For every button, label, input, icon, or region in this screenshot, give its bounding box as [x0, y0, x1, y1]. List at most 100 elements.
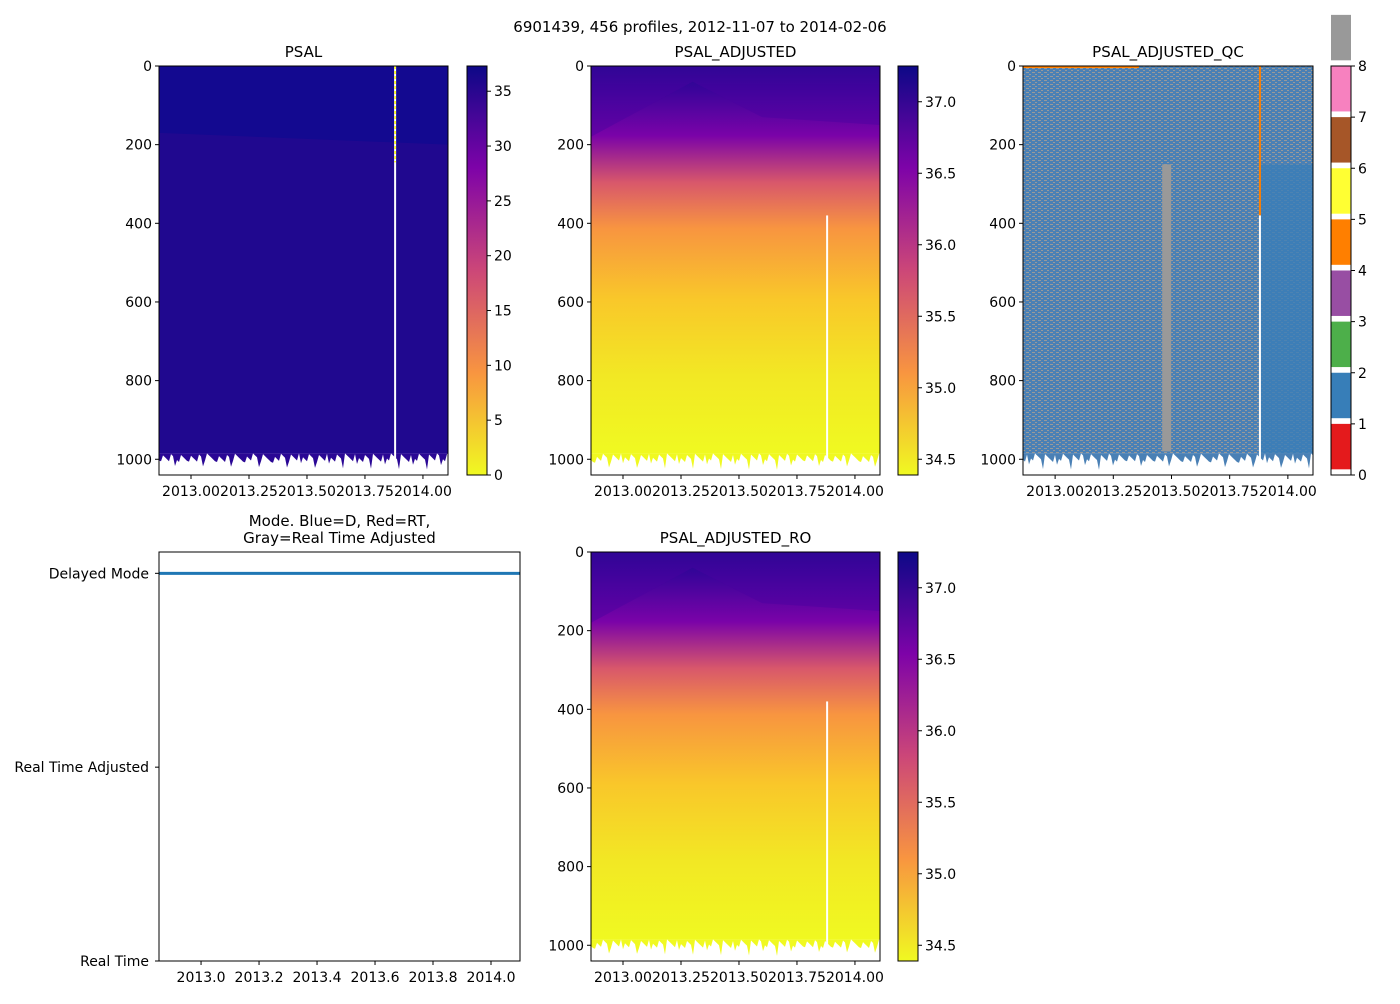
missing-profile-gap: [1258, 215, 1261, 475]
colorbar-tick-label: 5: [1358, 212, 1367, 228]
x-tick-label: 2013.4: [293, 970, 342, 986]
colorbar-tick-label: 35.0: [925, 381, 956, 397]
heatmap-field: [591, 552, 880, 940]
x-tick-label: 2014.00: [1259, 484, 1317, 500]
missing-profile-gap: [826, 215, 829, 475]
y-tick-label: Delayed Mode: [49, 566, 149, 582]
colorbar-tick-label: 5: [494, 413, 503, 429]
high-salinity-band: [591, 66, 880, 137]
y-tick-label: 200: [557, 138, 584, 154]
y-tick-label: 1000: [116, 452, 152, 468]
colorbar-segment-4: [1331, 219, 1351, 265]
figure-suptitle: 6901439, 456 profiles, 2012-11-07 to 201…: [513, 18, 886, 36]
colorbar-tick-label: 35.5: [925, 795, 956, 811]
colorbar-gradient: [467, 66, 487, 475]
colorbar-tick-label: 30: [494, 139, 512, 155]
colorbar-segment-0: [1331, 423, 1351, 470]
colorbar-tick-label: 6: [1358, 161, 1367, 177]
y-tick-label: 200: [557, 624, 584, 640]
x-tick-label: 2013.50: [710, 970, 768, 986]
axes-frame: [158, 551, 521, 962]
axes-frame: [590, 551, 881, 962]
colorbar-segment-3: [1331, 270, 1351, 316]
x-tick-label: 2013.75: [1201, 484, 1259, 500]
x-tick-label: 2013.25: [220, 484, 278, 500]
qc-flag-1-region: [1259, 164, 1313, 454]
colorbar-tick-label: 10: [494, 358, 512, 374]
axes-frame: [1022, 65, 1314, 476]
x-tick-label: 2013.8: [409, 970, 458, 986]
y-tick-label: 800: [125, 374, 152, 390]
colorbar-tick-label: 37.0: [925, 95, 956, 111]
x-tick-label: 2013.25: [652, 970, 710, 986]
y-tick-label: Real Time: [80, 954, 149, 970]
missing-profile-gap: [826, 701, 829, 961]
high-salinity-band: [591, 552, 880, 623]
panel-title: Mode. Blue=D, Red=RT,: [249, 512, 431, 530]
x-tick-label: 2013.50: [710, 484, 768, 500]
ragged-bottom-edge: [1023, 453, 1313, 470]
y-tick-label: 400: [557, 216, 584, 232]
colorbar-tick-label: 8: [1358, 59, 1367, 75]
colorbar-tick-label: 1: [1358, 417, 1367, 433]
y-tick-label: 1000: [548, 938, 584, 954]
panel-title: PSAL_ADJUSTED: [675, 43, 797, 62]
y-tick-label: 600: [125, 295, 152, 311]
colorbar-segment-6: [1331, 117, 1351, 163]
y-tick-label: 800: [989, 374, 1016, 390]
colorbar-gradient: [898, 66, 918, 475]
x-tick-label: 2013.25: [1084, 484, 1142, 500]
panel-psal-adjusted-qc: PSAL_ADJUSTED_QC 0 200 400 600 800 1000 2013.00…: [980, 14, 1367, 500]
colorbar-tick-label: 36.0: [925, 238, 956, 254]
x-tick-label: 2013.00: [162, 484, 220, 500]
qc-flag-4-column: [1258, 66, 1261, 216]
colorbar-tick-label: 34.5: [925, 452, 956, 468]
colorbar-segment-2: [1331, 321, 1351, 368]
y-tick-label: 1000: [548, 452, 584, 468]
x-tick-label: 2013.50: [1143, 484, 1201, 500]
colorbar-tick-label: 15: [494, 304, 512, 320]
panel-title-line2: Gray=Real Time Adjusted: [243, 529, 436, 547]
y-tick-label: 1000: [980, 452, 1016, 468]
x-tick-label: 2013.00: [594, 484, 652, 500]
qc-flag-8-column: [1162, 164, 1172, 452]
x-tick-label: 2013.75: [768, 970, 826, 986]
panel-title: PSAL_ADJUSTED_QC: [1092, 43, 1244, 62]
axes-frame: [158, 65, 449, 476]
y-tick-label: 800: [557, 374, 584, 390]
colorbar-frame: [897, 551, 919, 962]
colorbar-tick-label: 37.0: [925, 581, 956, 597]
missing-profile-gap: [394, 66, 397, 475]
y-tick-label: 0: [575, 59, 584, 75]
colorbar-tick-label: 20: [494, 249, 512, 265]
y-tick-label: 600: [557, 295, 584, 311]
panel-title: PSAL: [285, 43, 323, 61]
colorbar-frame: [466, 65, 488, 476]
x-tick-label: 2013.25: [652, 484, 710, 500]
qc-flag-4-row: [1023, 66, 1139, 68]
colorbar-segment-8: [1331, 14, 1351, 61]
colorbar-tick-label: 34.5: [925, 938, 956, 954]
colorbar-frame: [897, 65, 919, 476]
x-tick-label: 2013.75: [336, 484, 394, 500]
y-tick-label: 0: [575, 545, 584, 561]
y-tick-label: 200: [125, 138, 152, 154]
y-tick-label: 0: [143, 59, 152, 75]
panel-title: PSAL_ADJUSTED_RO: [660, 529, 812, 548]
x-tick-label: 2013.50: [278, 484, 336, 500]
ragged-bottom-edge: [591, 939, 880, 956]
axes-frame: [590, 65, 881, 476]
y-tick-label: 600: [989, 295, 1016, 311]
panel-psal-adjusted-ro: PSAL_ADJUSTED_RO 0 200 400 600 800 1000 2013.00…: [548, 529, 956, 986]
y-tick-label: 400: [125, 216, 152, 232]
x-tick-label: 2014.00: [826, 970, 884, 986]
ragged-bottom-edge: [591, 453, 880, 470]
heatmap-field: [591, 66, 880, 454]
colorbar-tick-label: 35.0: [925, 867, 956, 883]
y-tick-label: Real Time Adjusted: [14, 760, 149, 776]
x-tick-label: 2013.00: [1026, 484, 1084, 500]
colorbar-tick-label: 2: [1358, 366, 1367, 382]
